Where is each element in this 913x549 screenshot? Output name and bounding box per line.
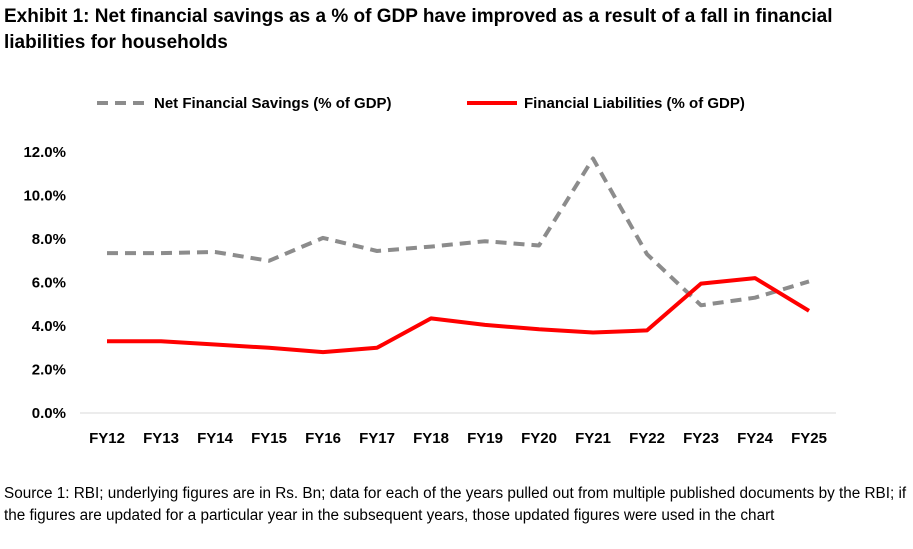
x-tick-label: FY25	[791, 430, 827, 447]
data-point	[267, 259, 271, 263]
data-point	[213, 342, 217, 346]
data-point	[645, 252, 649, 256]
data-point	[321, 350, 325, 354]
y-axis: 0.0% 2.0% 4.0% 6.0% 8.0% 10.0% 12.0%	[23, 144, 66, 422]
x-tick-label: FY23	[683, 430, 719, 447]
x-tick-label: FY18	[413, 430, 449, 447]
data-point	[645, 328, 649, 332]
x-tick-label: FY19	[467, 430, 503, 447]
data-point	[267, 346, 271, 350]
data-point	[429, 245, 433, 249]
data-point	[699, 303, 703, 307]
x-tick-label: FY20	[521, 430, 557, 447]
x-tick-label: FY14	[197, 430, 234, 447]
x-tick-label: FY13	[143, 430, 179, 447]
data-point	[159, 251, 163, 255]
source-note: Source 1: RBI; underlying figures are in…	[4, 485, 907, 524]
y-tick-label: 4.0%	[32, 318, 66, 335]
x-tick-label: FY15	[251, 430, 287, 447]
data-point	[591, 157, 595, 161]
x-tick-label: FY17	[359, 430, 395, 447]
legend-item: Financial Liabilities (% of GDP)	[467, 95, 745, 112]
data-point	[807, 279, 811, 283]
series-group	[105, 156, 811, 308]
y-tick-label: 10.0%	[23, 188, 66, 205]
y-tick-label: 2.0%	[32, 362, 66, 379]
data-point	[483, 323, 487, 327]
x-tick-label: FY16	[305, 430, 341, 447]
legend-label: Financial Liabilities (% of GDP)	[524, 95, 745, 112]
x-tick-label: FY21	[575, 430, 611, 447]
chart-legend: Net Financial Savings (% of GDP) Financia…	[97, 95, 745, 112]
data-point	[105, 251, 109, 255]
data-point	[429, 316, 433, 320]
data-point	[375, 249, 379, 253]
y-tick-label: 8.0%	[32, 231, 66, 248]
series-line	[107, 156, 810, 308]
data-point	[321, 236, 325, 240]
x-axis: FY12 FY13 FY14 FY15 FY16 FY17 FY18 FY19 FY20 FY21…	[80, 412, 836, 447]
series-group	[105, 276, 811, 355]
data-point	[753, 276, 757, 280]
data-point	[591, 331, 595, 335]
chart-title: Exhibit 1: Net financial savings as a % …	[4, 6, 833, 53]
series-layer	[105, 156, 811, 355]
data-point	[375, 346, 379, 350]
data-point	[807, 309, 811, 313]
y-tick-label: 12.0%	[23, 144, 66, 161]
x-tick-label: FY24	[737, 430, 774, 447]
series-line	[107, 276, 811, 355]
data-point	[537, 327, 541, 331]
y-tick-label: 6.0%	[32, 275, 66, 292]
data-point	[537, 244, 541, 248]
data-point	[213, 250, 217, 254]
data-point	[159, 339, 163, 343]
data-point	[699, 282, 703, 286]
line-chart: Net Financial Savings (% of GDP) Financia…	[23, 95, 836, 447]
x-tick-label: FY12	[89, 430, 125, 447]
data-point	[753, 296, 757, 300]
data-point	[483, 239, 487, 243]
legend-label: Net Financial Savings (% of GDP)	[154, 95, 392, 112]
x-tick-label: FY22	[629, 430, 665, 447]
data-point	[105, 339, 109, 343]
y-tick-label: 0.0%	[32, 405, 66, 422]
legend-item: Net Financial Savings (% of GDP)	[97, 95, 392, 112]
